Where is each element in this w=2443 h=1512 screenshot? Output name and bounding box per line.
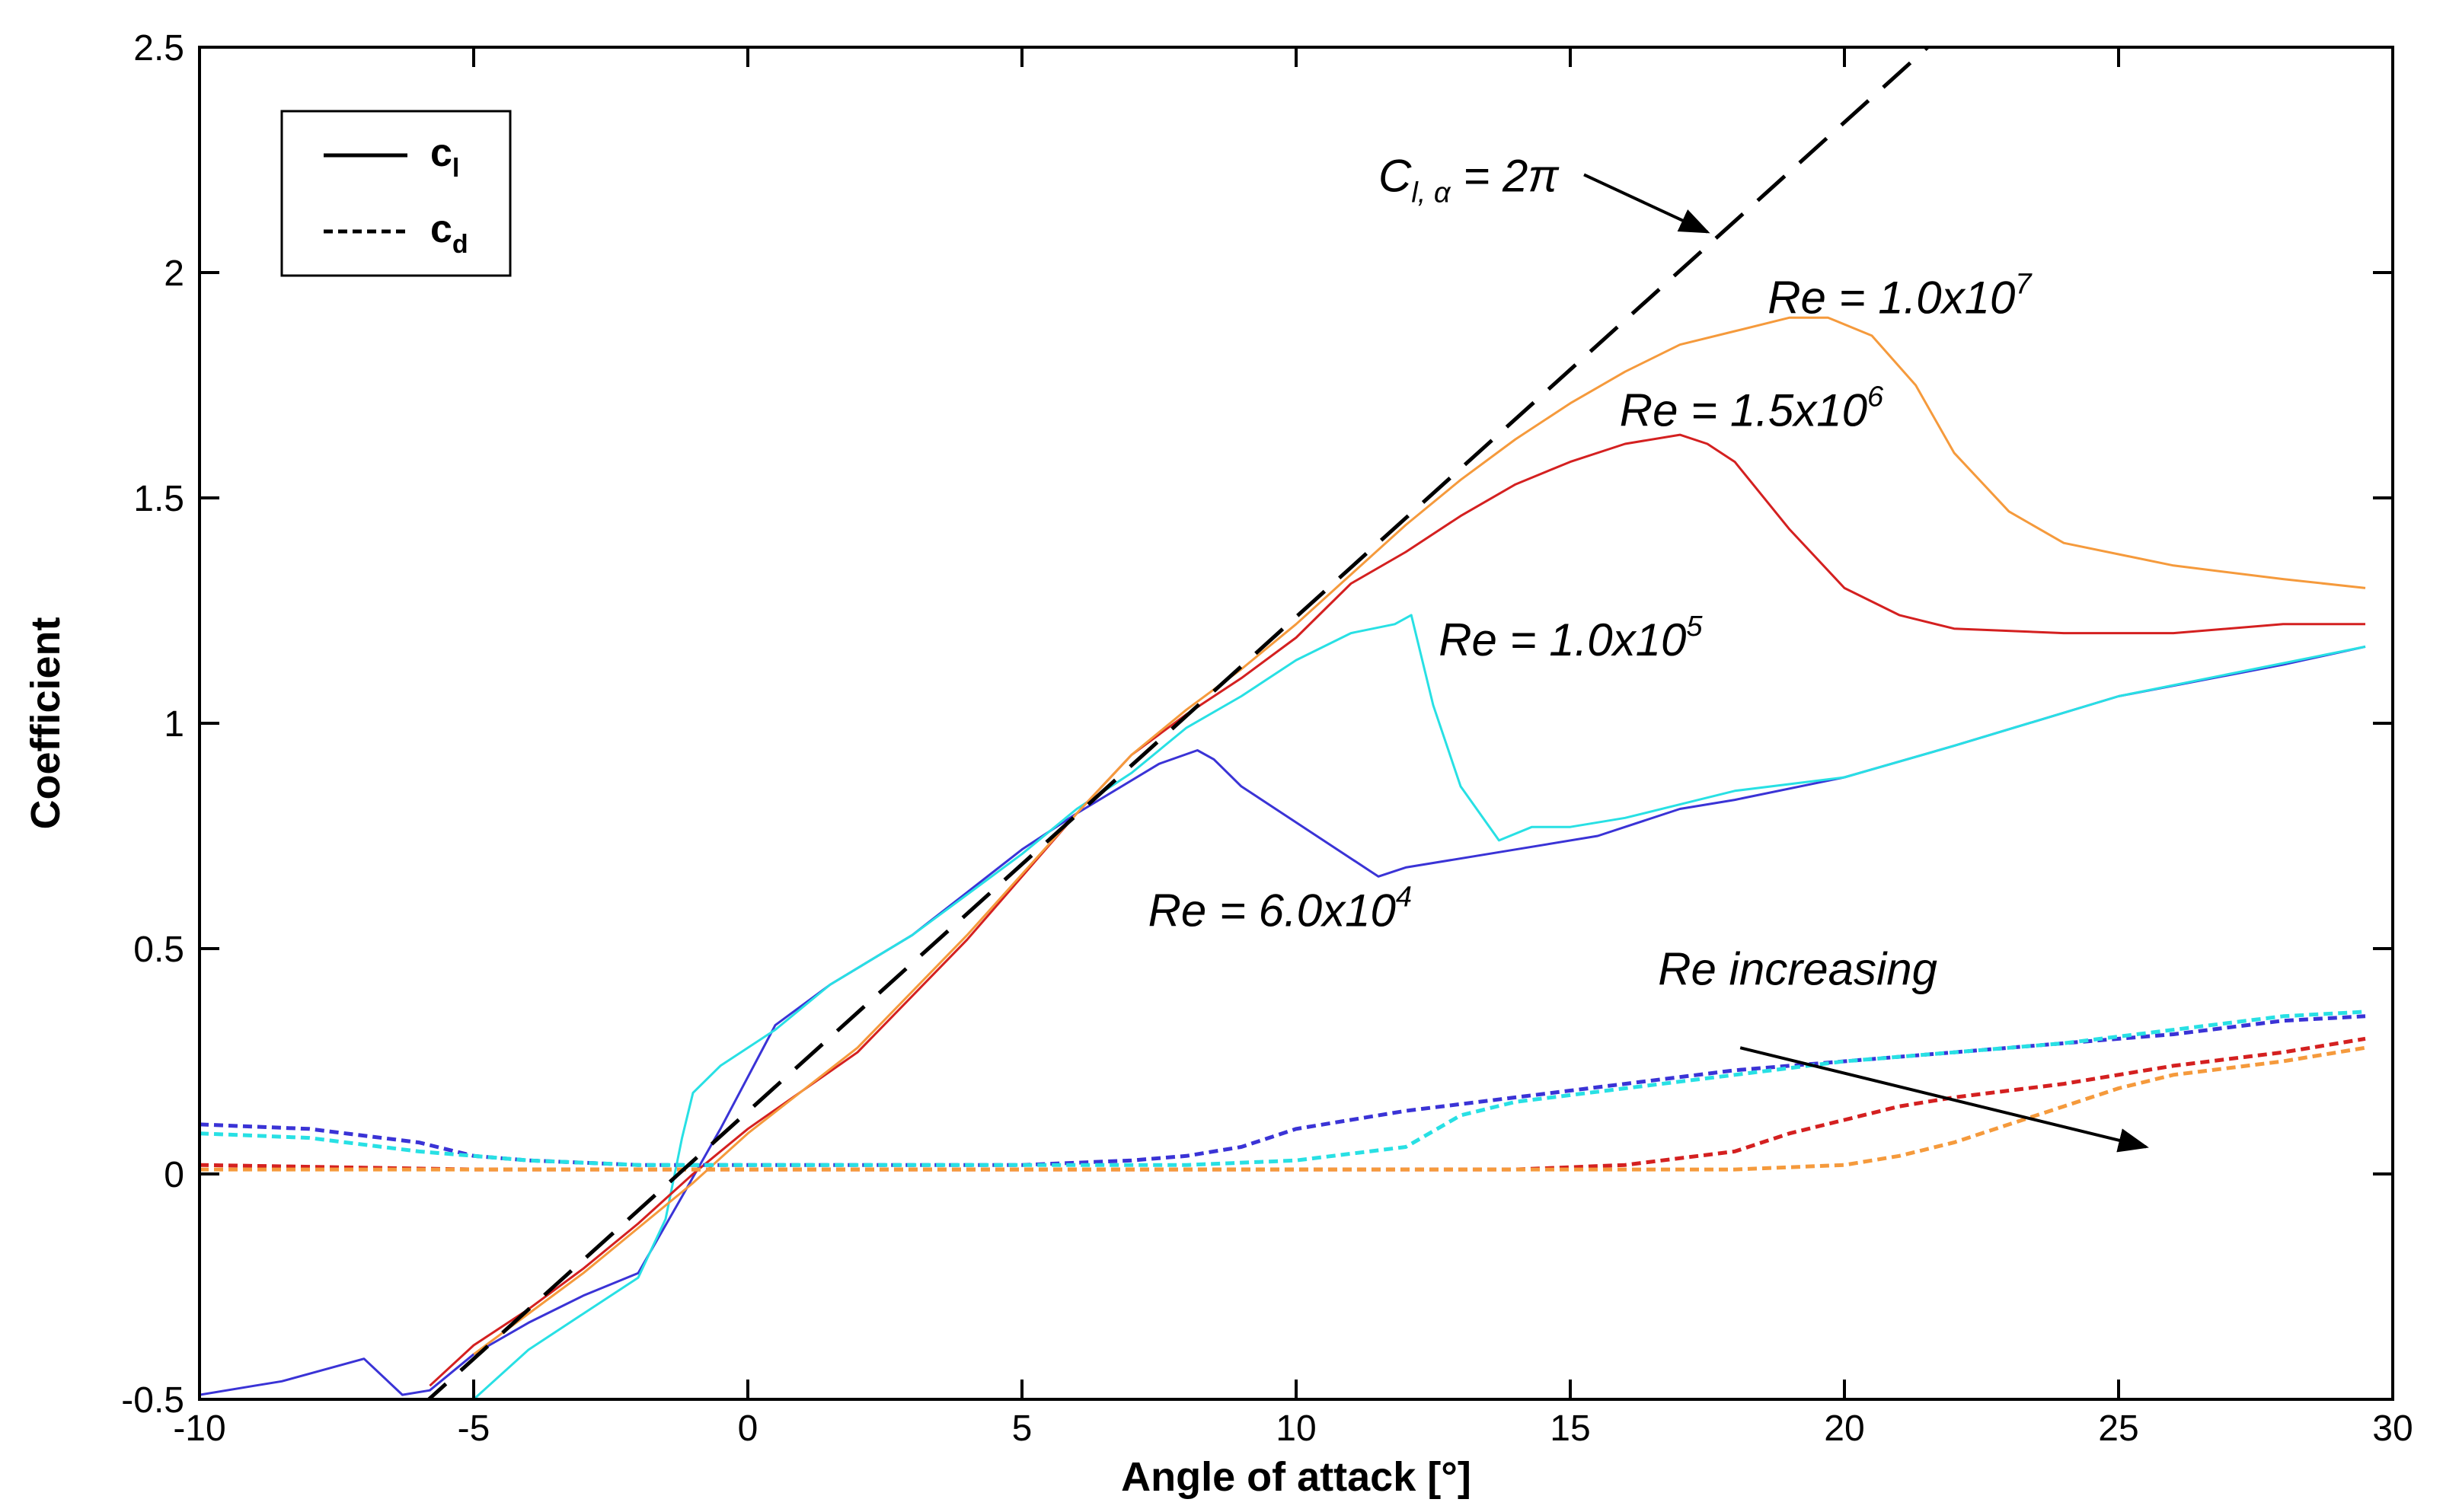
y-tick-label: -0.5 — [121, 1380, 184, 1421]
plot-area-frame — [198, 46, 2394, 1401]
x-tick-label: 20 — [1824, 1408, 1864, 1449]
legend-label: cl — [430, 131, 459, 183]
x-tick-label: 0 — [738, 1408, 758, 1449]
annotation-arrow-cla — [1583, 173, 1710, 234]
annotation-arrow-increasing — [1739, 1046, 2149, 1153]
annotation-re6e4: Re = 6.0x104 — [1148, 881, 1412, 936]
x-tick-label: 25 — [2098, 1408, 2138, 1449]
annotation-re1e7-main: Re = 1.0x10 — [1768, 272, 2015, 323]
x-tick-label: -5 — [458, 1408, 490, 1449]
legend-box — [280, 110, 512, 277]
series-cd-re1e5 — [200, 1010, 2366, 1167]
y-tick-label: 2.5 — [133, 28, 184, 69]
x-tick-label: 10 — [1276, 1408, 1316, 1449]
legend-label-main: c — [430, 131, 452, 175]
series-reference-reference — [426, 47, 1931, 1399]
series-cd-re1e7 — [200, 1045, 2366, 1172]
series-cl-re1e5 — [472, 614, 2366, 1399]
annotation-cla-main: C — [1378, 150, 1412, 201]
x-axis-title: Angle of attack [°] — [1121, 1454, 1471, 1500]
x-tick-label: 30 — [2372, 1408, 2413, 1449]
annotation-re1e5-sup: 5 — [1686, 611, 1703, 643]
legend-label-main: c — [430, 207, 452, 251]
annotation-re15e6-sup: 6 — [1867, 381, 1884, 413]
annotation-re6e4-sup: 4 — [1396, 881, 1412, 913]
series-cd-re15e6 — [200, 1036, 2366, 1172]
legend-label: cd — [430, 207, 468, 259]
annotation-cla-sub: l, α — [1411, 177, 1451, 209]
annotation-re1e7-sup: 7 — [2015, 268, 2033, 300]
y-tick-label: 1.5 — [133, 479, 184, 519]
axis-ticks: -10 -5 0 5 10 15 20 25 30 -0.5 0 0.5 1 1.5 2 2.5 — [121, 28, 2413, 1449]
y-axis-title: Coefficient — [23, 617, 69, 829]
y-tick-label: 1 — [164, 704, 184, 745]
annotation-cla-tail: = 2π — [1451, 150, 1560, 201]
series-cd-re6e4 — [200, 1014, 2366, 1167]
series-cl-re15e6 — [429, 433, 2365, 1387]
annotation-re15e6-main: Re = 1.5x10 — [1620, 384, 1867, 435]
y-tick-label: 0.5 — [133, 930, 184, 970]
annotation-increasing-main: Re increasing — [1658, 943, 1937, 994]
x-tick-label: -10 — [173, 1408, 225, 1449]
legend-label-sub: l — [452, 154, 459, 183]
annotation-cla: Cl, α = 2π — [1378, 150, 1560, 209]
annotation-re6e4-main: Re = 6.0x10 — [1148, 885, 1396, 936]
y-tick-label: 2 — [164, 254, 184, 294]
x-tick-label: 15 — [1550, 1408, 1590, 1449]
y-tick-label: 0 — [164, 1155, 184, 1195]
annotation-re1e7: Re = 1.0x107 — [1768, 268, 2033, 323]
x-tick-label: 5 — [1012, 1408, 1033, 1449]
series-cl-re6e4 — [200, 645, 2366, 1396]
annotation-re1e5-main: Re = 1.0x10 — [1439, 614, 1686, 665]
annotation-increasing: Re increasing — [1658, 943, 1937, 994]
annotation-re1e5: Re = 1.0x105 — [1439, 611, 1703, 665]
legend-label-sub: d — [452, 230, 468, 259]
series-cl-re1e7 — [473, 316, 2366, 1356]
annotation-re15e6: Re = 1.5x106 — [1620, 381, 1884, 435]
plot-lines — [200, 47, 2366, 1399]
